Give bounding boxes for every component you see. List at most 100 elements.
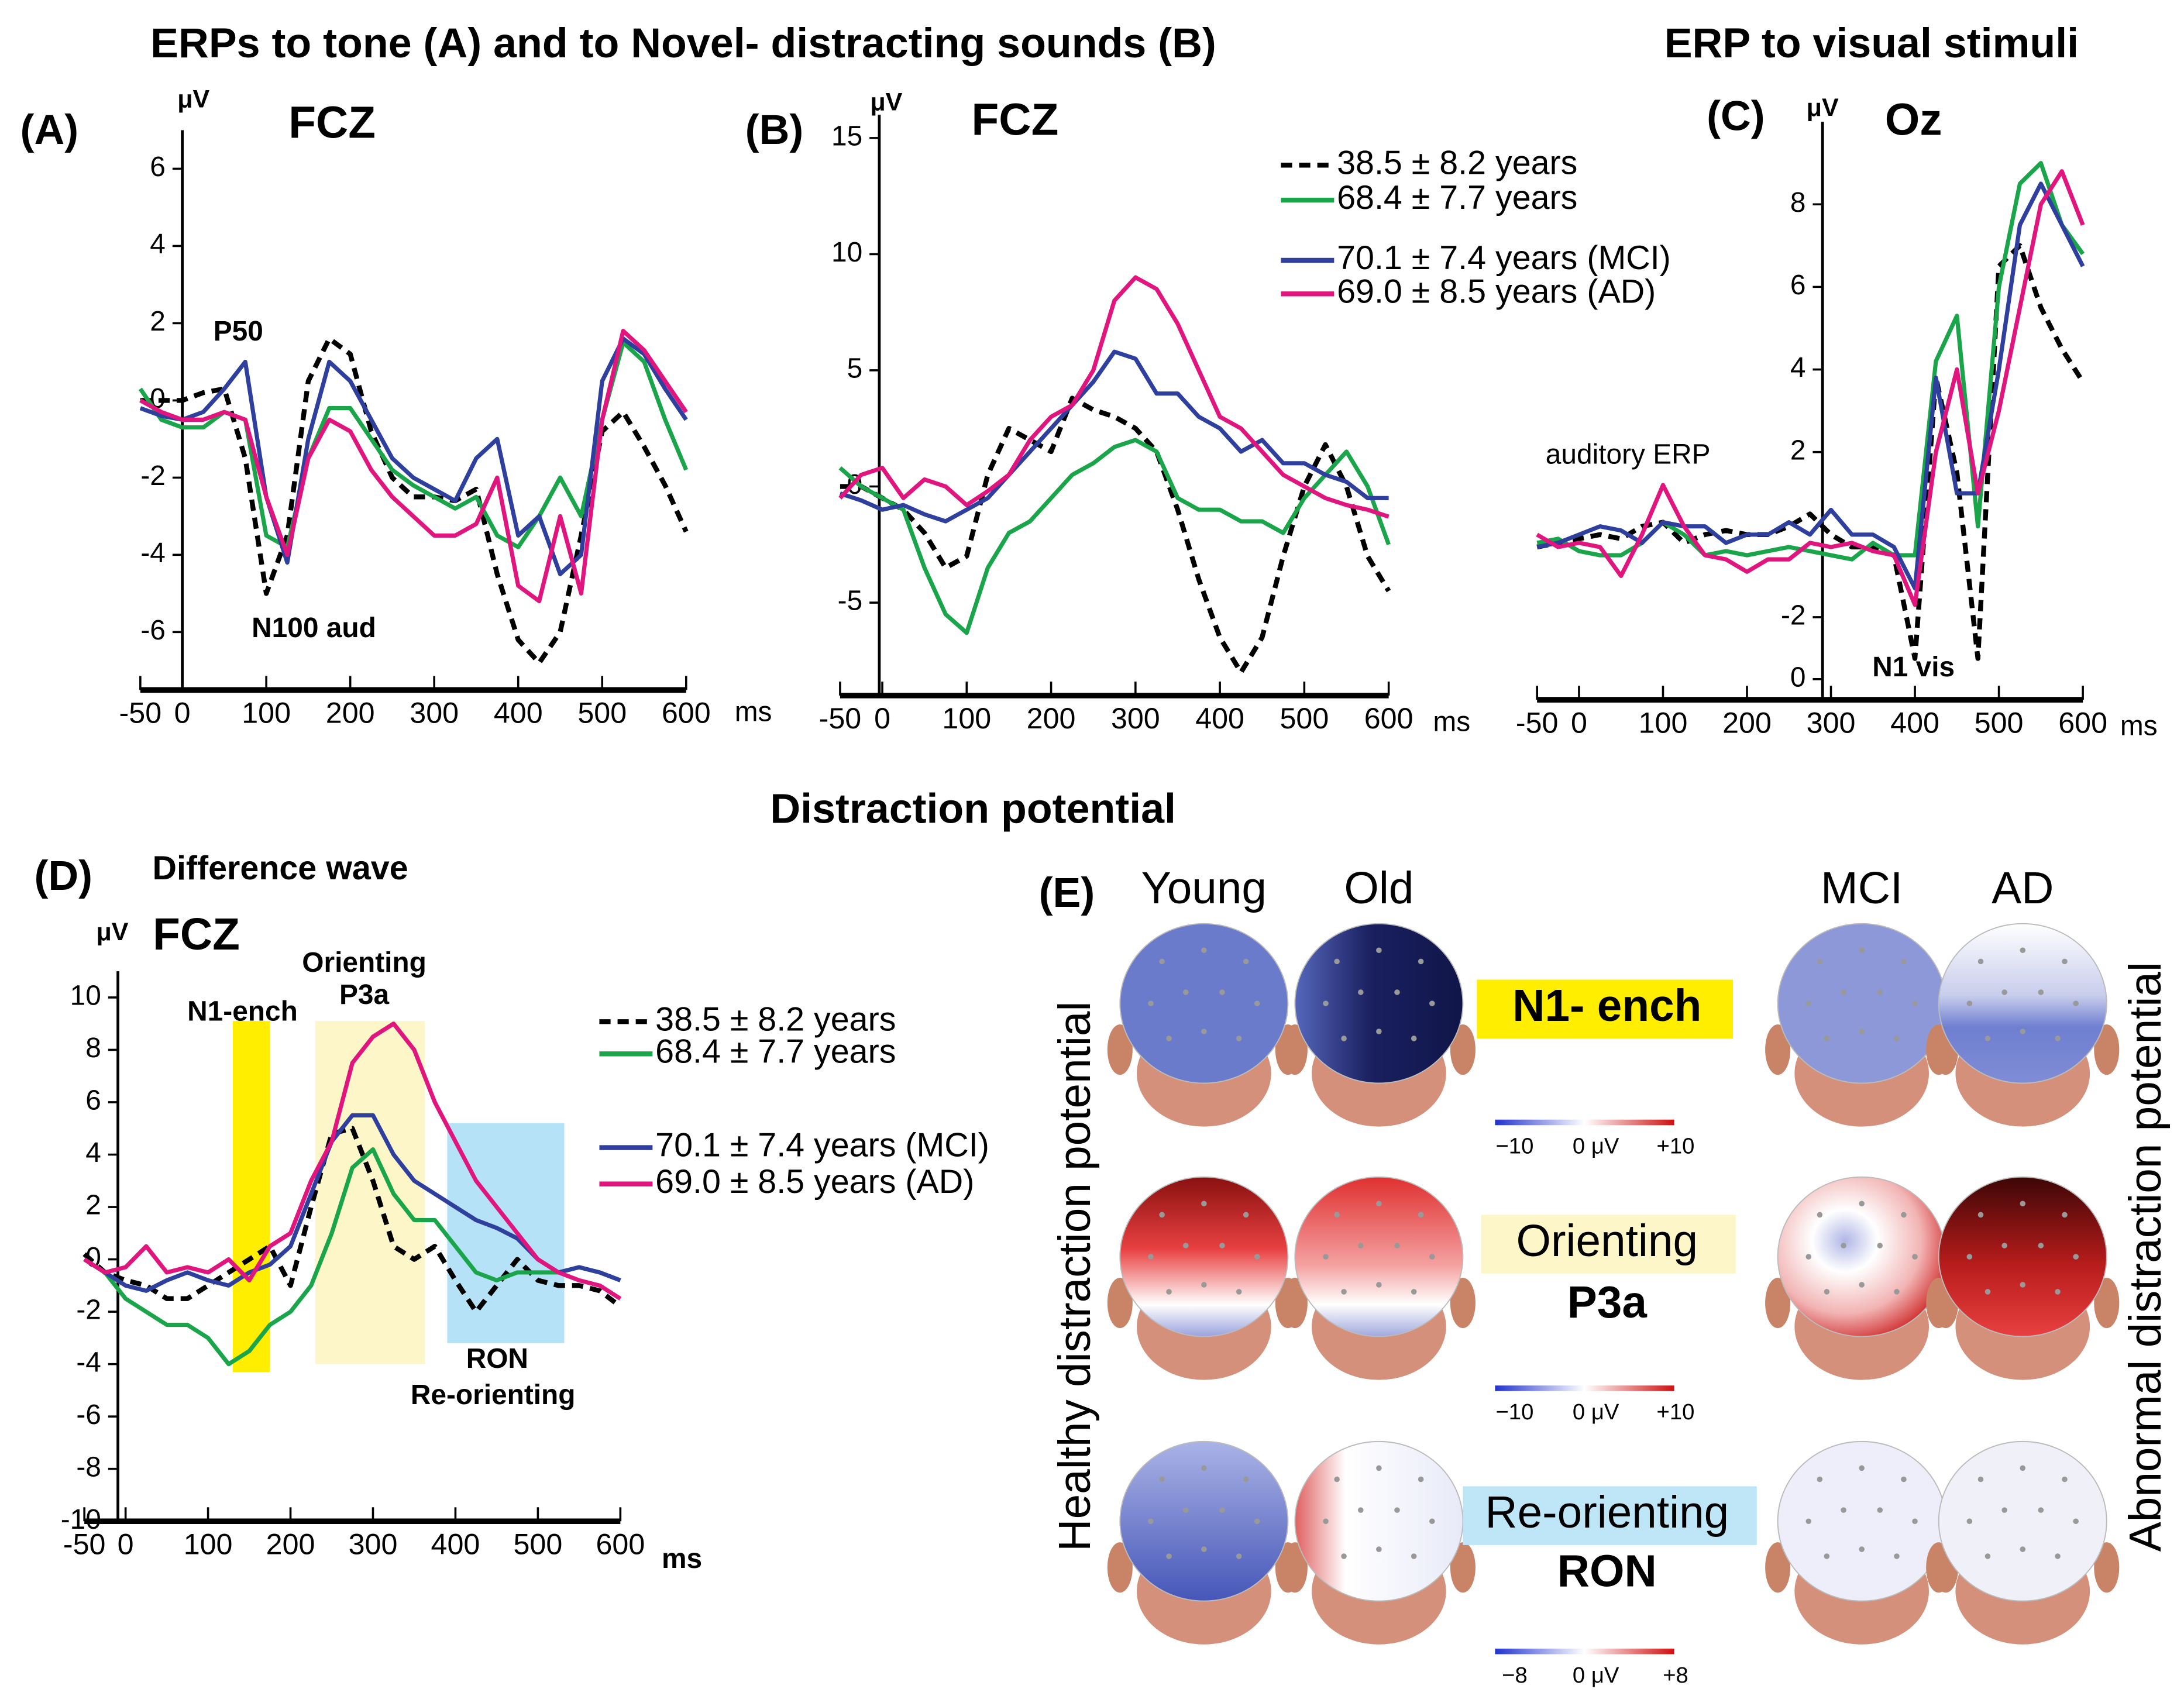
electrode	[1341, 1553, 1347, 1559]
x-axis-unit: ms	[2120, 711, 2158, 742]
electrode	[1877, 1507, 1883, 1513]
electrode	[1358, 989, 1364, 995]
scalp-map	[1107, 923, 1301, 1127]
annotation: P3a	[339, 979, 390, 1010]
electrode	[1219, 989, 1225, 995]
legend-label: 70.1 ± 7.4 years (MCI)	[655, 1127, 989, 1164]
y-tick-label: 2	[85, 1190, 101, 1221]
y-tick-label: 2	[150, 306, 166, 337]
figure-title: ERPs to tone (A) and to Novel- distracti…	[150, 20, 1216, 67]
electrode	[1148, 1000, 1154, 1006]
x-tick-label: 500	[1975, 706, 2024, 739]
scalp-map	[1765, 923, 1959, 1127]
color-bar-label: +10	[1657, 1399, 1695, 1425]
x-tick-label: -50	[119, 697, 162, 730]
legend-label: 70.1 ± 7.4 years (MCI)	[1337, 239, 1671, 277]
x-tick-label: 0	[874, 702, 890, 735]
y-tick-label: 8	[1790, 187, 1806, 218]
color-bar	[1495, 1648, 1674, 1655]
x-tick-label: 400	[1195, 702, 1244, 735]
electrode	[1376, 1201, 1382, 1207]
electrode	[1805, 1518, 1812, 1525]
legend-label: 38.5 ± 8.2 years	[1337, 144, 1577, 181]
electrode	[1859, 947, 1865, 954]
color-bar-label: −8	[1502, 1663, 1528, 1688]
x-tick-label: 100	[1639, 706, 1688, 739]
x-tick-label: 100	[184, 1528, 233, 1561]
x-tick-label: 500	[514, 1528, 563, 1561]
erp-line	[139, 336, 688, 576]
erp-line	[838, 438, 1391, 635]
x-tick-label: 400	[1890, 706, 1939, 739]
color-bar	[1495, 1119, 1674, 1126]
electrode	[1323, 1518, 1329, 1525]
electrode	[1358, 1507, 1364, 1513]
electrode	[1805, 1000, 1812, 1006]
electrode	[1901, 1212, 1907, 1218]
scalp-map	[1107, 1440, 1301, 1645]
scalp-map	[1282, 1176, 1476, 1380]
y-tick-label: 5	[847, 353, 863, 384]
ear	[1765, 1278, 1791, 1329]
electrode	[1859, 1465, 1865, 1471]
scalp-map	[1765, 1440, 1959, 1645]
chart-title: FCZ	[972, 95, 1059, 145]
electrode	[1877, 1243, 1883, 1248]
electrode	[2020, 1282, 2026, 1288]
electrode	[1323, 1000, 1329, 1006]
electrode	[1977, 958, 1984, 965]
erp-line	[83, 1147, 621, 1367]
x-tick-label: 100	[942, 702, 991, 735]
electrode	[1201, 947, 1207, 954]
electrode	[1159, 1476, 1165, 1483]
electrode	[2055, 1289, 2061, 1295]
annotation: Orienting	[302, 947, 427, 978]
electrode	[2062, 1476, 2068, 1483]
electrode	[1824, 1036, 1830, 1041]
x-tick-label: 0	[118, 1528, 134, 1561]
color-bar-label: 0 μV	[1573, 1399, 1619, 1425]
electrode	[1236, 1553, 1242, 1559]
electrode	[1841, 989, 1846, 995]
figure-title: ERP to visual stimuli	[1664, 20, 2079, 67]
chart-title: Oz	[1885, 95, 1942, 145]
electrode	[1966, 1000, 1973, 1006]
ear	[1765, 1024, 1791, 1075]
electrode	[1376, 1282, 1382, 1288]
y-axis-unit: μV	[870, 88, 902, 116]
scalp-map	[1926, 923, 2120, 1127]
annotation: N1-ench	[187, 996, 298, 1027]
x-tick-label: 400	[431, 1528, 480, 1561]
erp-line	[1536, 161, 2085, 562]
ear	[1765, 1542, 1791, 1593]
electrode	[1894, 1553, 1900, 1559]
electrode	[1418, 958, 1424, 965]
electrode	[1219, 1243, 1225, 1248]
x-tick-label: 300	[410, 697, 459, 730]
electrode	[1243, 1212, 1249, 1218]
erp-line	[1536, 181, 2085, 591]
row-label: Re-orienting	[1485, 1488, 1729, 1538]
electrode	[1859, 1029, 1865, 1034]
color-bar-label: 0 μV	[1573, 1134, 1619, 1159]
electrode	[1236, 1289, 1242, 1295]
ear	[1926, 1024, 1952, 1075]
erp-line	[140, 336, 689, 666]
electrode	[1201, 1465, 1207, 1471]
y-tick-label: 6	[85, 1085, 101, 1116]
y-tick-label: -2	[140, 460, 166, 491]
electrode	[1254, 1254, 1260, 1260]
scalp-map	[1282, 923, 1476, 1127]
electrode	[1182, 989, 1189, 995]
y-tick-label: 6	[1790, 270, 1806, 301]
ear	[1926, 1542, 1952, 1593]
x-tick-label: 600	[2058, 706, 2107, 739]
row-label: N1- ench	[1512, 981, 1701, 1031]
panel-label: (A)	[20, 106, 79, 153]
electrode	[1817, 958, 1823, 965]
electrode	[1182, 1507, 1189, 1513]
color-bar-label: +10	[1657, 1134, 1695, 1159]
scalp-map	[1926, 1176, 2120, 1380]
ear	[2094, 1542, 2120, 1593]
